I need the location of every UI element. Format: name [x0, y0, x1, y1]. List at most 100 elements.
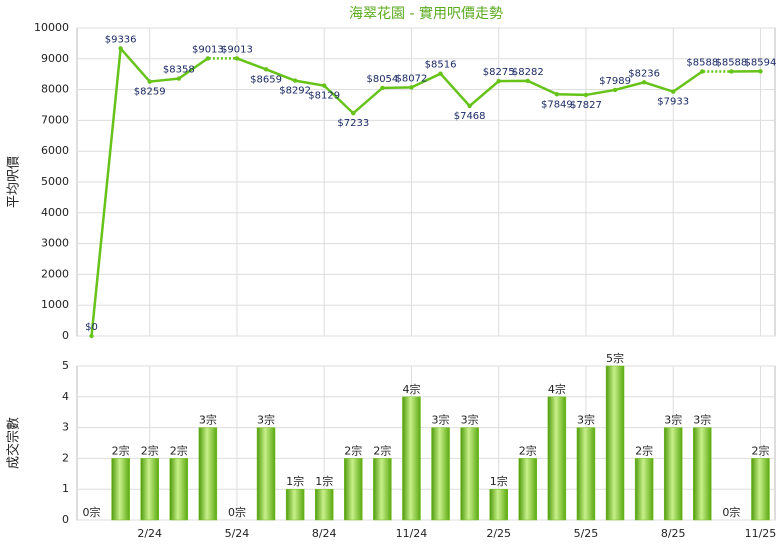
value-label: 4宗 [548, 382, 566, 396]
value-label: $8588 [715, 57, 747, 68]
bar [663, 427, 683, 521]
price-point [467, 103, 472, 109]
y-tick-label: 3 [62, 421, 69, 434]
value-label: 2宗 [170, 443, 188, 457]
value-label: 2宗 [112, 443, 130, 457]
value-label: $8516 [425, 60, 457, 71]
price-point [322, 83, 327, 88]
bar [751, 458, 770, 521]
bar [576, 427, 596, 521]
y-tick-label: 7000 [41, 113, 69, 126]
value-label: 1宗 [315, 474, 333, 488]
x-tick-label: 11/24 [396, 527, 428, 540]
price-point [118, 46, 123, 51]
value-label: 0宗 [83, 505, 101, 519]
value-label: $0 [85, 322, 98, 333]
price-point [263, 67, 269, 72]
bar [285, 488, 305, 521]
x-tick-label: 8/24 [312, 527, 337, 540]
value-label: 2宗 [373, 443, 391, 457]
price-point [205, 56, 211, 61]
bar [169, 458, 189, 521]
price-point [176, 76, 181, 81]
y-tick-label: 1 [62, 482, 69, 495]
x-tick-label: 2/24 [137, 527, 162, 540]
y-tick-label: 5 [62, 359, 69, 372]
value-label: 3宗 [432, 413, 450, 427]
value-label: 2宗 [344, 443, 362, 457]
price-point [700, 69, 705, 74]
bar [373, 458, 392, 521]
value-label: $7468 [454, 111, 486, 122]
value-label: $8292 [279, 86, 311, 97]
value-label: $8588 [686, 57, 718, 68]
value-label: $8054 [366, 74, 398, 85]
value-label: $8275 [483, 67, 515, 78]
value-label: 3宗 [693, 413, 711, 427]
bar [489, 488, 508, 521]
price-point [380, 85, 385, 91]
bar [140, 458, 159, 521]
bar [344, 458, 363, 521]
price-point [612, 87, 618, 93]
value-label: 0宗 [228, 505, 246, 519]
y-tick-label: 5000 [41, 175, 69, 188]
value-label: $8259 [134, 87, 166, 98]
price-point [496, 78, 501, 84]
price-point [641, 80, 647, 85]
price-point [292, 78, 298, 83]
y-tick-label: 1000 [41, 298, 69, 311]
bar [460, 427, 479, 521]
bar [111, 458, 130, 521]
value-label: 3宗 [577, 413, 595, 427]
value-label: $9013 [221, 44, 253, 55]
value-label: 3宗 [664, 413, 682, 427]
bar [256, 427, 276, 521]
price-point [758, 69, 763, 74]
x-tick-label: 8/25 [661, 527, 686, 540]
price-point [351, 111, 356, 116]
y-tick-label: 6000 [41, 144, 69, 157]
bar [402, 396, 421, 521]
y-tick-label: 4000 [41, 206, 69, 219]
price-line [90, 45, 761, 337]
value-label: 2宗 [141, 443, 159, 457]
y-tick-label: 9000 [41, 52, 69, 65]
y-axis-label: 平均呎價 [7, 156, 22, 208]
value-label: 2宗 [635, 443, 653, 457]
value-label: $7933 [657, 97, 689, 108]
price-point [438, 71, 443, 76]
bar [518, 458, 538, 521]
price-point [583, 92, 589, 98]
value-label: 4宗 [402, 382, 420, 396]
value-label: $9336 [105, 34, 137, 45]
bar [634, 458, 654, 521]
price-point [147, 79, 152, 84]
price-point [554, 92, 560, 97]
value-label: $8659 [250, 74, 282, 85]
chart-title: 海翠花園 - 實用呎價走勢 [349, 5, 503, 22]
value-label: 2宗 [751, 443, 769, 457]
bar [547, 396, 567, 521]
value-label: 3宗 [461, 413, 479, 427]
price-point [89, 333, 94, 339]
value-label: $9013 [192, 44, 224, 55]
bar [693, 427, 712, 521]
plot-area [76, 365, 776, 521]
value-label: $7849 [541, 99, 573, 110]
y-tick-label: 0 [62, 329, 69, 342]
value-label: $8129 [308, 91, 340, 102]
bar [605, 365, 625, 521]
value-label: $7233 [337, 118, 369, 129]
x-tick-label: 11/25 [745, 527, 777, 540]
x-tick-label: 2/25 [486, 527, 511, 540]
value-label: $7989 [599, 76, 631, 87]
x-tick-label: 5/24 [225, 527, 250, 540]
value-label: 5宗 [606, 351, 624, 365]
value-label: $8282 [512, 67, 544, 78]
value-label: $8358 [163, 65, 195, 76]
price-point [409, 85, 414, 90]
value-label: $8072 [396, 73, 428, 84]
bar [198, 427, 218, 521]
